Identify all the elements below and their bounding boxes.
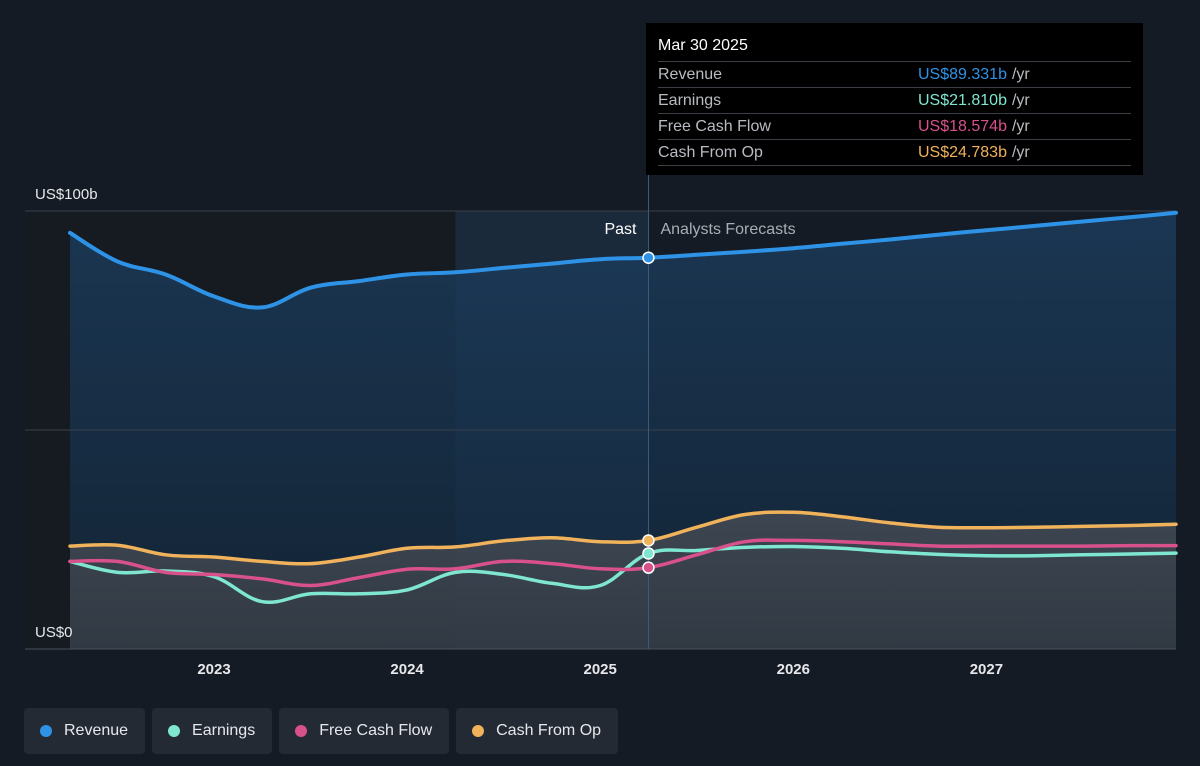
tooltip-row-cash-from-op: Cash From Op US$24.783b /yr bbox=[658, 139, 1131, 166]
cash-from-op-line bbox=[68, 510, 1178, 566]
earnings-marker bbox=[642, 547, 655, 560]
tooltip-row-earnings: Earnings US$21.810b /yr bbox=[658, 87, 1131, 113]
free-cash-flow-marker bbox=[642, 561, 655, 574]
legend-label: Cash From Op bbox=[496, 722, 602, 739]
tooltip-unit: /yr bbox=[1011, 65, 1030, 83]
legend: Revenue Earnings Free Cash Flow Cash Fro… bbox=[24, 708, 619, 754]
tooltip-unit: /yr bbox=[1011, 117, 1030, 135]
tooltip-value: US$24.783b bbox=[918, 143, 1007, 161]
legend-item-cash-from-op[interactable]: Cash From Op bbox=[456, 708, 619, 754]
legend-item-free-cash-flow[interactable]: Free Cash Flow bbox=[279, 708, 450, 754]
legend-item-earnings[interactable]: Earnings bbox=[152, 708, 273, 754]
tooltip-value: US$18.574b bbox=[918, 117, 1007, 135]
x-tick-label: 2027 bbox=[970, 661, 1003, 678]
legend-label: Free Cash Flow bbox=[319, 722, 433, 739]
revenue-dot-icon bbox=[40, 725, 52, 737]
cash-from-op-area bbox=[70, 512, 1176, 649]
x-tick-label: 2024 bbox=[390, 661, 424, 678]
revenue-marker bbox=[642, 251, 655, 264]
tooltip-label: Cash From Op bbox=[658, 143, 763, 161]
tooltip: Mar 30 2025 Revenue US$89.331b /yr Earni… bbox=[646, 23, 1143, 175]
past-label: Past bbox=[604, 221, 637, 238]
tooltip-row-free-cash-flow: Free Cash Flow US$18.574b /yr bbox=[658, 113, 1131, 139]
tooltip-label: Free Cash Flow bbox=[658, 117, 771, 135]
y-tick-label: US$0 bbox=[35, 624, 73, 641]
forecast-label: Analysts Forecasts bbox=[660, 221, 795, 238]
tooltip-value: US$21.810b bbox=[918, 91, 1007, 109]
revenue-line bbox=[68, 210, 1178, 310]
legend-label: Earnings bbox=[192, 722, 256, 739]
chart: 2023 2024 2025 2026 2027 US$100b US$0 Past An… bbox=[25, 175, 1178, 678]
tooltip-date: Mar 30 2025 bbox=[658, 37, 748, 54]
cash-from-op-dot-icon bbox=[472, 725, 485, 737]
tooltip-value: US$89.331b bbox=[918, 65, 1007, 83]
tooltip-unit: /yr bbox=[1011, 143, 1030, 161]
free-cash-flow-dot-icon bbox=[295, 725, 308, 737]
legend-label: Revenue bbox=[64, 722, 129, 739]
x-tick-label: 2023 bbox=[197, 661, 230, 678]
x-tick-label: 2026 bbox=[777, 661, 810, 678]
x-tick-label: 2025 bbox=[584, 661, 617, 678]
free-cash-flow-line bbox=[68, 538, 1178, 588]
y-tick-label: US$100b bbox=[35, 186, 98, 203]
tooltip-row-revenue: Revenue US$89.331b /yr bbox=[658, 61, 1131, 87]
tooltip-label: Earnings bbox=[658, 91, 722, 109]
tooltip-label: Revenue bbox=[658, 65, 723, 83]
earnings-dot-icon bbox=[168, 725, 181, 737]
tooltip-unit: /yr bbox=[1011, 91, 1030, 109]
cash-from-op-marker bbox=[642, 534, 655, 547]
legend-item-revenue[interactable]: Revenue bbox=[24, 708, 146, 754]
